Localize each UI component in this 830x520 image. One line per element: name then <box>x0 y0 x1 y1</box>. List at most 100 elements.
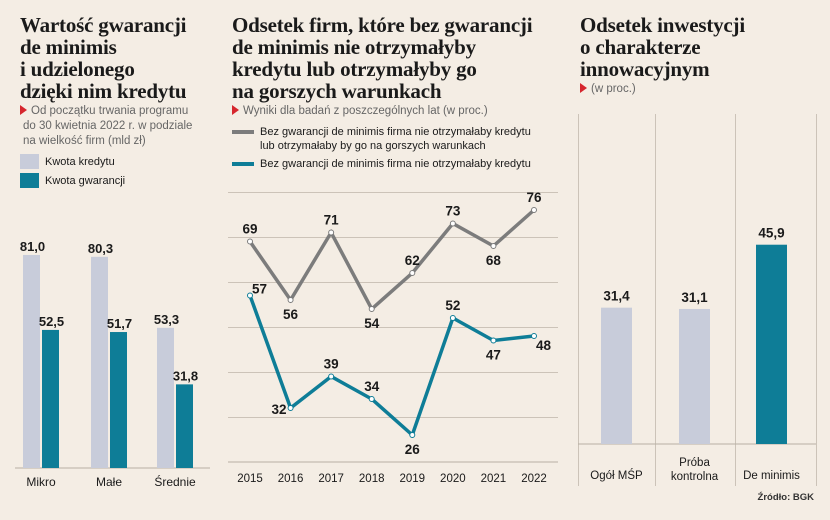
data-point <box>409 270 416 276</box>
red-triangle-icon <box>20 105 27 115</box>
source-note: Źródło: BGK <box>757 492 814 503</box>
data-point <box>328 373 335 380</box>
legend-text: Bez gwarancji de minimis firma nie otrzy… <box>260 126 531 138</box>
red-triangle-icon <box>580 83 587 93</box>
bar-innovation <box>679 308 710 444</box>
line-chart-firm-share: 2015 2016 2017 2018 2019 2020 2021 2022 69 56 71 54… <box>228 192 558 485</box>
data-label: 34 <box>364 379 380 394</box>
data-point <box>409 432 416 438</box>
panel-innovation: Odsetek inwestycji o charakterze innowac… <box>580 0 820 97</box>
data-label: 71 <box>324 213 340 228</box>
panel-firm-share: Odsetek firm, które bez gwarancji de min… <box>232 0 572 171</box>
data-label: 80,3 <box>88 241 113 256</box>
data-label: 69 <box>242 222 257 237</box>
x-tick-label: 2022 <box>521 473 547 485</box>
data-label: 52 <box>445 298 460 313</box>
bar-guarantee <box>42 329 59 468</box>
category-label: Małe <box>96 475 122 489</box>
title-line: innowacyjnym <box>580 57 710 81</box>
bar-credit <box>23 254 40 468</box>
data-point <box>490 243 497 249</box>
data-label: 57 <box>252 282 267 297</box>
data-label: 53,3 <box>154 312 179 327</box>
data-label: 31,4 <box>603 289 630 304</box>
subtitle-text: Wyniki dla badań z poszczególnych lat (w… <box>243 105 488 117</box>
data-point <box>247 292 253 299</box>
data-label: 26 <box>405 442 421 457</box>
category-label: kontrolna <box>671 471 719 483</box>
data-point <box>287 297 294 303</box>
x-tick-label: 2019 <box>399 473 425 485</box>
legend-label-credit: Kwota kredytu <box>45 155 115 168</box>
legend-label-guarantee: Kwota gwarancji <box>45 174 126 187</box>
panel-deminimis-value: Wartość gwarancji de minimis i udzielone… <box>20 0 220 188</box>
bar-guarantee <box>176 384 193 468</box>
data-label: 54 <box>364 316 380 331</box>
series-line-gray <box>248 208 536 312</box>
data-point <box>449 220 456 227</box>
data-label: 32 <box>272 402 287 417</box>
bar-innovation <box>601 307 632 444</box>
panel3-title: Odsetek inwestycji o charakterze innowac… <box>580 14 820 80</box>
data-label: 31,8 <box>173 368 198 383</box>
title-line: kredytu lub otrzymałyby go <box>232 57 477 81</box>
data-point <box>368 306 375 312</box>
panel2-title: Odsetek firm, które bez gwarancji de min… <box>232 14 572 102</box>
panel2-subtitle: Wyniki dla badań z poszczególnych lat (w… <box>232 104 572 119</box>
bar-guarantee <box>110 332 127 468</box>
legend-line-gray <box>232 130 254 134</box>
panel1-title: Wartość gwarancji de minimis i udzielone… <box>20 14 220 102</box>
data-label: 56 <box>283 307 299 322</box>
data-point <box>287 405 294 411</box>
data-label: 48 <box>536 338 552 353</box>
x-tick-label: 2021 <box>481 473 507 485</box>
legend-text: lub otrzymałaby by go na gorszych warunk… <box>260 140 486 152</box>
legend-swatch-credit <box>20 154 39 169</box>
data-label: 62 <box>405 253 420 268</box>
title-line: i udzielonego <box>20 57 135 81</box>
bar-credit <box>91 256 108 468</box>
legend-text: Bez gwarancji de minimis firma nie otrzy… <box>260 158 531 170</box>
panel3-subtitle: (w proc.) <box>580 82 820 97</box>
data-label: 76 <box>526 192 542 205</box>
title-line: Odsetek firm, które bez gwarancji <box>232 13 533 37</box>
x-tick-label: 2018 <box>359 473 385 485</box>
panel1-legend: Kwota kredytu Kwota gwarancji <box>20 154 220 188</box>
bar-innovation <box>756 244 787 444</box>
data-label: 51,7 <box>107 316 132 331</box>
title-line: dzięki nim kredytu <box>20 79 187 103</box>
category-label: Średnie <box>154 474 196 489</box>
x-tick-label: 2015 <box>237 473 263 485</box>
data-point <box>531 333 537 339</box>
subtitle-line: Od początku trwania programu <box>31 105 189 117</box>
data-label: 52,5 <box>39 314 64 329</box>
data-point <box>247 238 253 245</box>
bar-chart-innovation: 31,4 Ogół MŚP 31,1 Próba kontrolna 45,9 De min… <box>578 114 817 486</box>
data-label: 68 <box>486 253 502 268</box>
data-label: 45,9 <box>758 226 784 241</box>
title-line: Wartość gwarancji <box>20 13 187 37</box>
subtitle-line: na wielkość firm (mld zł) <box>23 135 146 147</box>
x-tick-label: 2016 <box>278 473 304 485</box>
series-line-teal <box>248 294 535 439</box>
data-label: 39 <box>324 357 339 372</box>
data-point <box>328 229 335 236</box>
title-line: Odsetek inwestycji <box>580 13 745 37</box>
panel1-subtitle: Od początku trwania programu do 30 kwiet… <box>20 104 220 149</box>
subtitle-line: do 30 kwietnia 2022 r. w podziale <box>23 120 193 132</box>
category-label: Próba <box>679 457 710 469</box>
bar-chart-guarantee-value: 81,0 52,5 Mikro 80,3 51,7 Małe 53,3 31,8 Średnie <box>15 239 210 489</box>
data-point <box>368 396 375 402</box>
panel2-legend: Bez gwarancji de minimis firma nie otrzy… <box>232 125 572 171</box>
title-line: de minimis nie otrzymałyby <box>232 35 476 59</box>
legend-line-teal <box>232 162 254 166</box>
data-point <box>449 315 456 321</box>
bar-credit <box>157 327 174 468</box>
data-label: 47 <box>486 348 501 363</box>
category-label: Mikro <box>26 475 56 489</box>
title-line: na gorszych warunkach <box>232 79 442 103</box>
x-tick-label: 2017 <box>318 473 344 485</box>
red-triangle-icon <box>232 105 239 115</box>
data-label: 31,1 <box>681 290 708 305</box>
legend-swatch-guarantee <box>20 173 39 188</box>
